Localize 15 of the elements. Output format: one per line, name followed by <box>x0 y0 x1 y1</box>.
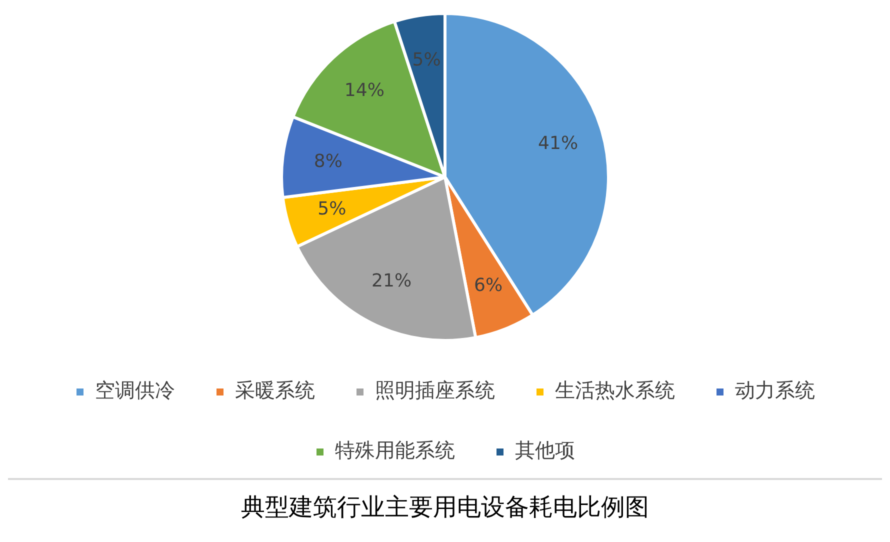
legend-label: 采暖系统 <box>235 378 315 402</box>
legend-label: 其他项 <box>515 438 575 462</box>
data-label: 5% <box>412 49 441 70</box>
legend-label: 生活热水系统 <box>555 378 675 402</box>
data-label: 5% <box>318 198 346 220</box>
legend-label: 特殊用能系统 <box>335 438 455 462</box>
data-label: 21% <box>372 270 412 292</box>
data-label: 41% <box>538 132 578 154</box>
text: 典型建筑行业主要用电设备耗电比例图 <box>8 478 882 534</box>
data-label: 6% <box>474 275 503 296</box>
legend-label: 照明插座系统 <box>375 378 495 402</box>
legend-label: 动力系统 <box>735 378 815 402</box>
legend-label: 空调供冷 <box>95 378 175 402</box>
data-label: 14% <box>344 80 384 101</box>
data-label: 8% <box>314 150 342 172</box>
